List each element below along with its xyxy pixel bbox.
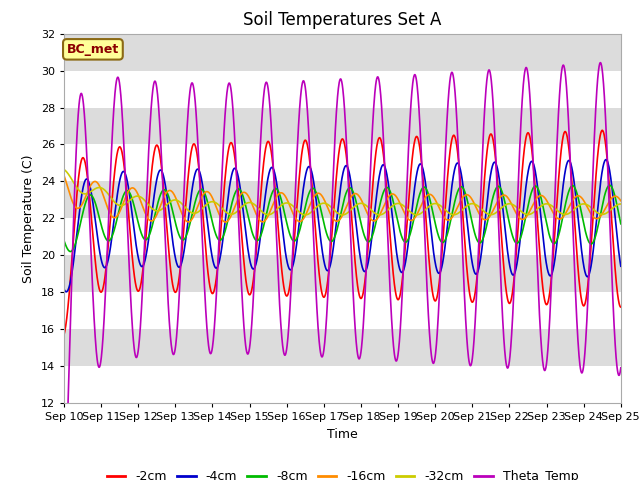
-4cm xyxy=(60,286,68,292)
-8cm xyxy=(601,192,609,198)
-32cm xyxy=(60,167,68,172)
Theta_Temp xyxy=(596,60,604,66)
Line: -16cm: -16cm xyxy=(64,175,621,222)
-4cm xyxy=(316,233,324,239)
Theta_Temp xyxy=(316,346,324,352)
-8cm xyxy=(331,233,339,239)
-4cm xyxy=(62,289,70,295)
-8cm xyxy=(617,221,625,227)
Title: Soil Temperatures Set A: Soil Temperatures Set A xyxy=(243,11,442,29)
-32cm xyxy=(339,212,346,218)
Bar xyxy=(64,71,621,108)
Line: -32cm: -32cm xyxy=(64,169,621,215)
-32cm xyxy=(316,202,324,207)
-8cm xyxy=(60,238,68,243)
Theta_Temp xyxy=(499,312,506,317)
Theta_Temp xyxy=(601,103,609,109)
Y-axis label: Soil Temperature (C): Soil Temperature (C) xyxy=(22,154,35,283)
Bar xyxy=(64,144,621,181)
-8cm xyxy=(316,204,324,210)
-16cm xyxy=(601,206,609,212)
-16cm xyxy=(316,191,324,197)
-2cm xyxy=(331,194,339,200)
-8cm xyxy=(89,194,97,200)
-8cm xyxy=(67,249,74,254)
-32cm xyxy=(601,211,609,217)
-2cm xyxy=(499,247,506,253)
Line: -2cm: -2cm xyxy=(64,131,621,335)
-32cm xyxy=(88,188,96,193)
-32cm xyxy=(331,208,339,214)
-2cm xyxy=(601,136,609,142)
-32cm xyxy=(601,211,609,217)
Bar xyxy=(64,218,621,255)
-32cm xyxy=(617,201,625,207)
-16cm xyxy=(88,180,96,186)
-2cm xyxy=(601,134,609,140)
-8cm xyxy=(601,192,609,197)
-16cm xyxy=(499,192,506,198)
-4cm xyxy=(601,158,609,164)
Line: -8cm: -8cm xyxy=(64,185,621,252)
Theta_Temp xyxy=(88,282,96,288)
-16cm xyxy=(331,218,339,224)
Text: BC_met: BC_met xyxy=(67,43,119,56)
Legend: -2cm, -4cm, -8cm, -16cm, -32cm, Theta_Temp: -2cm, -4cm, -8cm, -16cm, -32cm, Theta_Te… xyxy=(102,465,583,480)
Theta_Temp xyxy=(601,98,609,104)
-8cm xyxy=(606,182,614,188)
-16cm xyxy=(60,172,68,178)
-16cm xyxy=(601,207,609,213)
-4cm xyxy=(602,157,610,163)
-4cm xyxy=(89,199,97,204)
Bar xyxy=(64,366,621,403)
-32cm xyxy=(499,204,506,210)
-2cm xyxy=(88,227,96,233)
-2cm xyxy=(60,332,68,338)
-16cm xyxy=(617,198,625,204)
-4cm xyxy=(331,231,339,237)
Bar xyxy=(64,292,621,329)
-16cm xyxy=(221,219,229,225)
-2cm xyxy=(617,304,625,310)
-2cm xyxy=(598,128,606,133)
Theta_Temp xyxy=(331,138,339,144)
X-axis label: Time: Time xyxy=(327,428,358,441)
-2cm xyxy=(316,278,324,284)
Line: Theta_Temp: Theta_Temp xyxy=(64,63,621,480)
Line: -4cm: -4cm xyxy=(64,160,621,292)
-4cm xyxy=(601,157,609,163)
-4cm xyxy=(617,264,625,269)
-8cm xyxy=(499,191,506,197)
-4cm xyxy=(499,204,506,210)
Theta_Temp xyxy=(617,365,625,371)
